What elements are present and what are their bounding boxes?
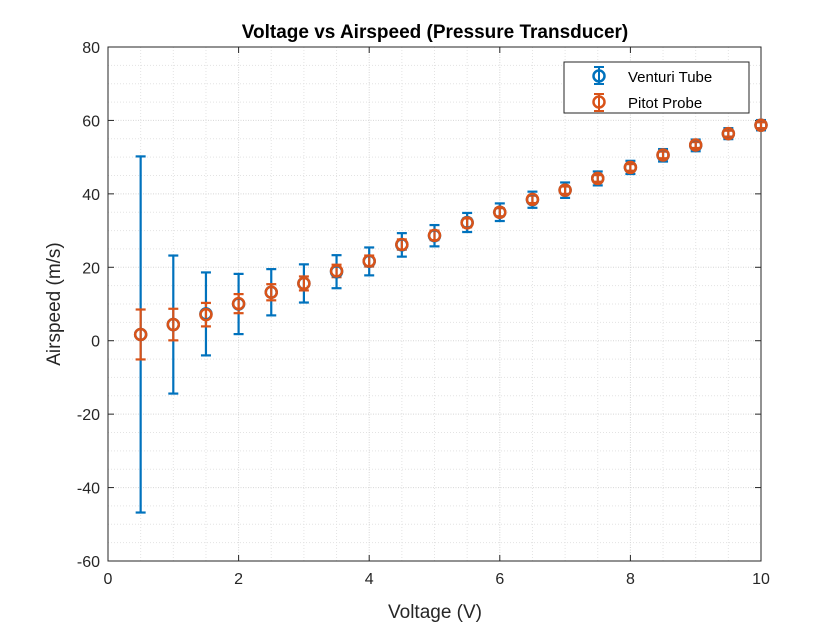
- data-point-pitot: [591, 171, 605, 186]
- y-tick-label: 20: [82, 260, 100, 277]
- data-point-pitot: [721, 126, 736, 141]
- data-point-pitot: [427, 228, 442, 243]
- legend-label-pitot: Pitot Probe: [628, 95, 702, 112]
- y-tick-label: -60: [77, 554, 100, 571]
- data-point-pitot: [329, 264, 344, 278]
- legend-entry-pitot: Pitot Probe: [592, 93, 702, 112]
- data-point-pitot: [166, 317, 181, 332]
- plot-area: 0 2 4 6 8 10 -60 -40 -20 0 20 40 60 80: [77, 40, 770, 588]
- x-axis-label: Voltage (V): [388, 602, 482, 623]
- data-point-pitot: [362, 254, 376, 268]
- chart-title: Voltage vs Airspeed (Pressure Transducer…: [242, 22, 629, 43]
- x-tick-label: 0: [104, 571, 113, 588]
- data-point-pitot: [656, 148, 670, 162]
- x-tick-label: 10: [752, 571, 770, 588]
- legend-label-venturi: Venturi Tube: [628, 69, 712, 86]
- legend-marker-venturi: [592, 69, 606, 83]
- x-tick-label: 8: [626, 571, 635, 588]
- data-point-pitot: [297, 276, 311, 291]
- y-axis-label: Airspeed (m/s): [44, 242, 65, 366]
- x-tick-label: 2: [234, 571, 243, 588]
- y-tick-label: 60: [82, 113, 100, 130]
- data-point-pitot: [688, 138, 703, 152]
- y-tick-label: 0: [91, 334, 100, 351]
- data-point-pitot: [623, 160, 638, 175]
- data-point-pitot: [525, 192, 540, 207]
- y-tick-label: -20: [77, 407, 100, 424]
- data-point-pitot: [460, 216, 474, 230]
- y-tick-label: 80: [82, 40, 100, 57]
- data-point-pitot: [493, 205, 507, 219]
- data-point-pitot: [395, 237, 409, 252]
- data-point-pitot: [264, 285, 278, 300]
- data-point-pitot: [199, 307, 213, 322]
- legend-entry-venturi: Venturi Tube: [592, 66, 712, 86]
- legend-marker-pitot: [592, 95, 606, 109]
- data-point-pitot: [558, 183, 572, 197]
- data-point-pitot: [754, 118, 768, 132]
- y-tick-label: -40: [77, 481, 100, 498]
- data-point-pitot: [231, 296, 246, 311]
- y-tick-label: 40: [82, 187, 100, 204]
- data-point-pitot: [133, 327, 148, 342]
- legend: Venturi Tube Pitot Probe: [563, 61, 750, 114]
- x-tick-label: 6: [495, 571, 504, 588]
- x-tick-label: 4: [365, 571, 374, 588]
- axes-box: [107, 46, 762, 562]
